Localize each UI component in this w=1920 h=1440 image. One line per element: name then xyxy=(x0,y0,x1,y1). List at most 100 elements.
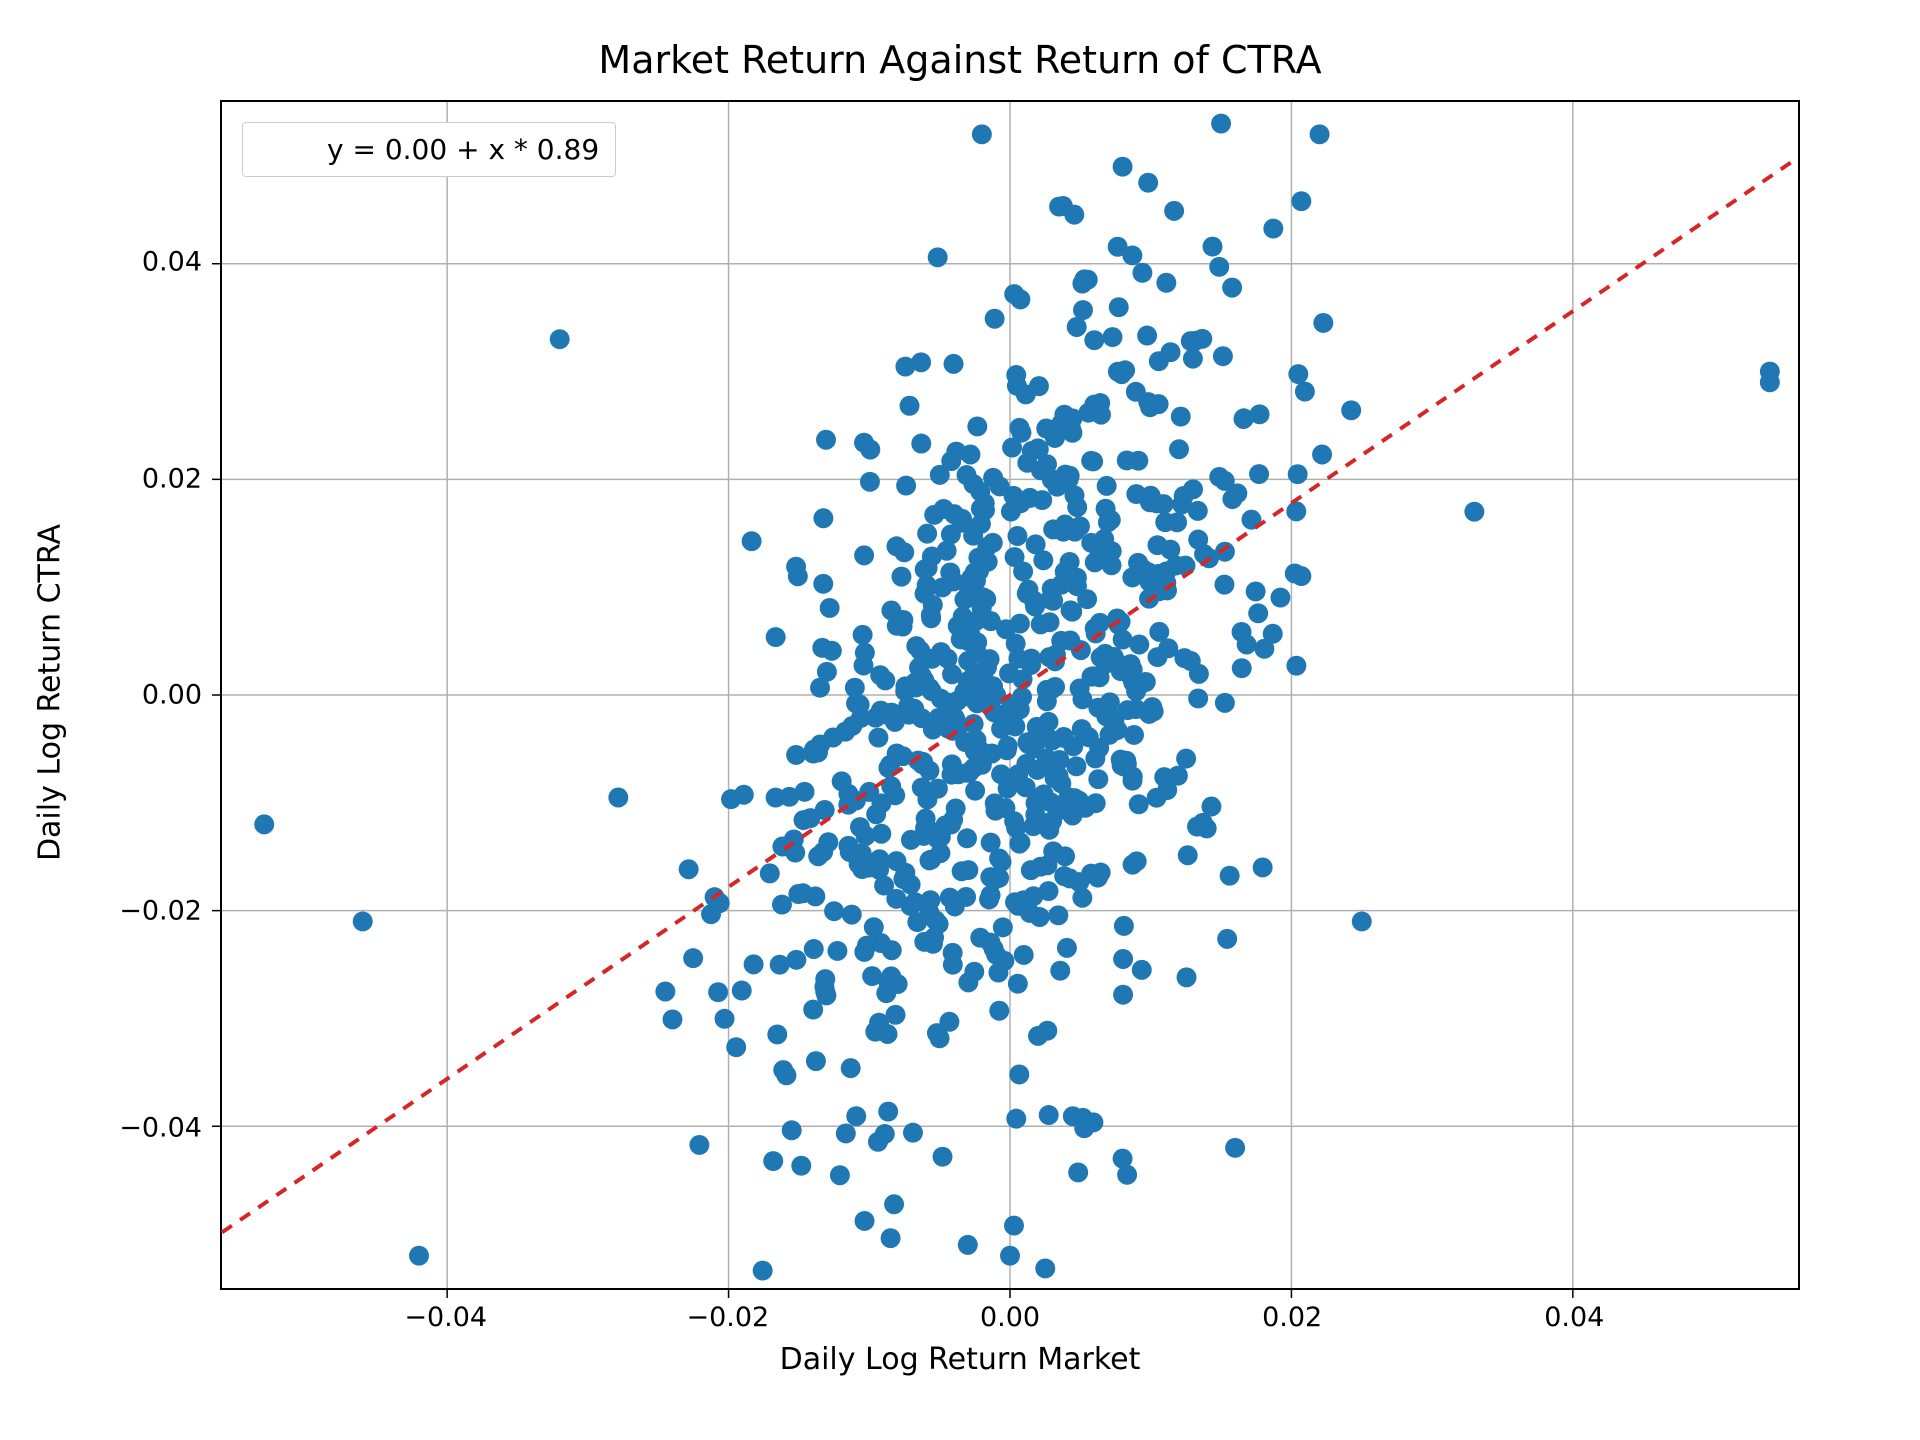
scatter-point xyxy=(1006,365,1026,385)
scatter-point xyxy=(980,867,1000,887)
scatter-point xyxy=(854,545,874,565)
scatter-point xyxy=(982,744,1002,764)
scatter-point xyxy=(1083,1112,1103,1132)
scatter-point xyxy=(933,710,953,730)
scatter-point xyxy=(946,442,966,462)
scatter-point xyxy=(1035,1258,1055,1278)
chart-title: Market Return Against Return of CTRA xyxy=(0,38,1920,82)
scatter-point xyxy=(824,901,844,921)
scatter-point xyxy=(945,897,965,917)
scatter-point xyxy=(1004,1216,1024,1236)
scatter-point xyxy=(1113,949,1133,969)
scatter-point xyxy=(1760,362,1780,382)
scatter-point xyxy=(965,781,985,801)
scatter-point xyxy=(816,430,836,450)
scatter-point xyxy=(941,765,961,785)
scatter-point xyxy=(760,863,780,883)
scatter-point xyxy=(1083,451,1103,471)
scatter-point xyxy=(1088,769,1108,789)
scatter-point xyxy=(944,571,964,591)
scatter-point xyxy=(1014,945,1034,965)
scatter-point xyxy=(1056,800,1076,820)
scatter-point xyxy=(1103,327,1123,347)
scatter-point xyxy=(967,416,987,436)
scatter-point xyxy=(1312,445,1332,465)
scatter-point xyxy=(1088,868,1108,888)
scatter-point xyxy=(1031,614,1051,634)
scatter-point xyxy=(1068,1163,1088,1183)
scatter-point xyxy=(810,678,830,698)
scatter-point xyxy=(1129,794,1149,814)
scatter-point xyxy=(1137,326,1157,346)
scatter-point xyxy=(1313,313,1333,333)
scatter-point xyxy=(900,396,920,416)
scatter-point xyxy=(1248,603,1268,623)
scatter-point xyxy=(1051,631,1071,651)
scatter-point xyxy=(1234,409,1254,429)
scatter-point xyxy=(943,810,963,830)
scatter-point xyxy=(881,776,901,796)
scatter-point xyxy=(1118,700,1138,720)
scatter-point xyxy=(1113,1149,1133,1169)
scatter-point xyxy=(981,833,1001,853)
scatter-point xyxy=(1215,471,1235,491)
scatter-point xyxy=(1036,419,1056,439)
scatter-point xyxy=(788,566,808,586)
scatter-point xyxy=(1113,157,1133,177)
scatter-point xyxy=(1028,1026,1048,1046)
scatter-point xyxy=(1188,688,1208,708)
scatter-point xyxy=(966,611,986,631)
x-tick-label: −0.02 xyxy=(686,1302,769,1333)
x-tick-label: 0.04 xyxy=(1544,1302,1604,1333)
legend: y = 0.00 + x * 0.89 xyxy=(242,122,616,177)
scatter-point xyxy=(934,499,954,519)
scatter-point xyxy=(1072,689,1092,709)
scatter-point xyxy=(929,914,949,934)
scatter-point xyxy=(1008,974,1028,994)
scatter-point xyxy=(944,354,964,374)
scatter-point xyxy=(1171,407,1191,427)
scatter-point xyxy=(1066,756,1086,776)
scatter-point xyxy=(965,562,985,582)
scatter-point xyxy=(1286,501,1306,521)
scatter-point xyxy=(1172,494,1192,514)
scatter-point xyxy=(958,972,978,992)
scatter-point xyxy=(1214,575,1234,595)
scatter-point xyxy=(1178,845,1198,865)
scatter-point xyxy=(1295,382,1315,402)
scatter-point xyxy=(1288,464,1308,484)
scatter-point xyxy=(1130,556,1150,576)
scatter-point xyxy=(874,876,894,896)
scatter-point xyxy=(1117,754,1137,774)
scatter-point xyxy=(963,526,983,546)
scatter-point xyxy=(1176,749,1196,769)
scatter-point xyxy=(1008,649,1028,669)
scatter-point xyxy=(907,912,927,932)
scatter-point xyxy=(881,966,901,986)
scatter-point xyxy=(860,472,880,492)
scatter-point xyxy=(1254,639,1274,659)
scatter-point xyxy=(1050,961,1070,981)
y-tick-label: −0.04 xyxy=(112,1112,202,1143)
scatter-point xyxy=(1209,257,1229,277)
scatter-point xyxy=(904,699,924,719)
scatter-point xyxy=(818,832,838,852)
scatter-point xyxy=(1049,197,1069,217)
scatter-point xyxy=(1181,651,1201,671)
scatter-point xyxy=(1213,346,1233,366)
scatter-point xyxy=(1286,656,1306,676)
scatter-point xyxy=(871,933,891,953)
y-axis-label: Daily Log Return CTRA xyxy=(33,393,68,993)
scatter-point xyxy=(1073,300,1093,320)
scatter-point xyxy=(845,678,865,698)
scatter-point xyxy=(1007,526,1027,546)
scatter-point xyxy=(1177,967,1197,987)
scatter-point xyxy=(855,1211,875,1231)
scatter-point xyxy=(1028,438,1048,458)
scatter-point xyxy=(800,808,820,828)
scatter-point xyxy=(827,941,847,961)
scatter-point xyxy=(1040,729,1060,749)
scatter-point xyxy=(1048,905,1068,925)
scatter-point xyxy=(1039,1105,1059,1125)
scatter-point xyxy=(1029,376,1049,396)
